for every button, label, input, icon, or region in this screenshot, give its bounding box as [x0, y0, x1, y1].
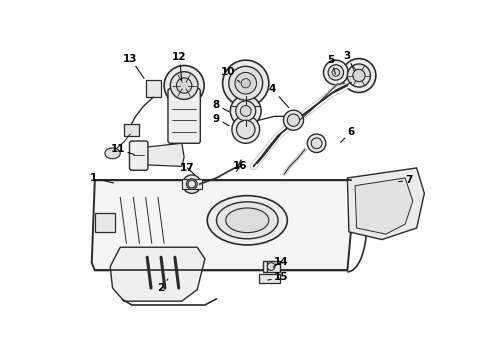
Circle shape	[164, 66, 204, 105]
Circle shape	[230, 95, 261, 126]
Text: 1: 1	[90, 173, 114, 183]
Polygon shape	[124, 124, 140, 136]
Text: 16: 16	[232, 161, 247, 171]
Text: 10: 10	[221, 67, 240, 82]
Text: 14: 14	[273, 257, 289, 267]
FancyBboxPatch shape	[129, 141, 148, 170]
Circle shape	[353, 69, 365, 82]
Circle shape	[311, 138, 322, 149]
Circle shape	[236, 101, 256, 121]
Ellipse shape	[217, 202, 278, 239]
Circle shape	[222, 60, 269, 106]
Text: 4: 4	[269, 84, 289, 108]
Ellipse shape	[105, 148, 120, 159]
Text: 11: 11	[111, 144, 134, 154]
Text: 15: 15	[268, 272, 289, 282]
Circle shape	[342, 59, 376, 93]
Circle shape	[235, 72, 256, 94]
Polygon shape	[355, 178, 413, 234]
Circle shape	[188, 180, 196, 188]
Text: 13: 13	[123, 54, 144, 78]
Polygon shape	[146, 143, 184, 166]
Text: 6: 6	[341, 127, 355, 142]
Circle shape	[287, 114, 300, 126]
Text: 5: 5	[328, 55, 336, 74]
Polygon shape	[95, 213, 115, 232]
Polygon shape	[146, 80, 161, 97]
Circle shape	[268, 263, 275, 270]
Circle shape	[332, 69, 340, 76]
Circle shape	[241, 78, 250, 88]
Circle shape	[187, 179, 197, 189]
Text: 12: 12	[172, 52, 187, 80]
Circle shape	[323, 60, 348, 85]
Circle shape	[171, 72, 198, 99]
Text: 8: 8	[213, 100, 229, 112]
Circle shape	[283, 110, 303, 130]
Circle shape	[237, 120, 255, 139]
Text: 7: 7	[399, 175, 413, 185]
Ellipse shape	[207, 195, 287, 245]
Text: 2: 2	[157, 279, 168, 293]
Polygon shape	[347, 168, 424, 239]
Bar	[259, 274, 280, 283]
Bar	[263, 261, 280, 272]
Polygon shape	[110, 247, 205, 301]
Text: 3: 3	[344, 50, 354, 71]
Circle shape	[229, 66, 263, 100]
Circle shape	[232, 116, 260, 143]
Ellipse shape	[226, 208, 269, 233]
Bar	[182, 179, 202, 189]
Circle shape	[183, 175, 201, 193]
Text: 17: 17	[180, 163, 195, 175]
Circle shape	[176, 78, 192, 93]
Circle shape	[307, 134, 326, 153]
Polygon shape	[92, 180, 355, 270]
FancyBboxPatch shape	[168, 89, 200, 143]
Circle shape	[328, 65, 343, 80]
Circle shape	[347, 64, 370, 87]
Circle shape	[240, 105, 251, 116]
Text: 9: 9	[213, 114, 229, 126]
